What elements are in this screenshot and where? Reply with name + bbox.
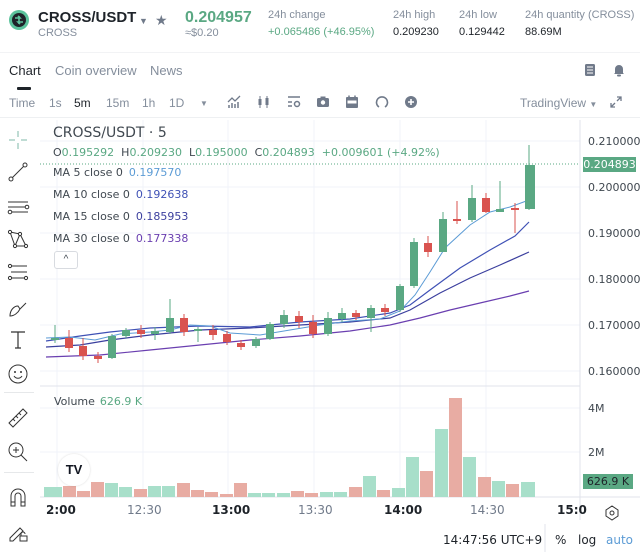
base-asset: CROSS (38, 27, 78, 39)
tradingview-logo[interactable]: TV (58, 454, 90, 486)
settings-sliders-icon[interactable] (286, 94, 302, 110)
ohlc-values: O0.195292 H0.209230 L0.195000 C0.204893 … (53, 146, 440, 159)
stat-24h-high: 24h high 0.209230 (393, 9, 439, 38)
interval-1d[interactable]: 1D (169, 96, 185, 110)
tab-coin-overview[interactable]: Coin overview (55, 63, 137, 78)
fib-retracement-icon[interactable] (6, 260, 30, 284)
tab-chart[interactable]: Chart (9, 63, 41, 78)
last-price: 0.204957 (185, 9, 252, 26)
ma5-line (45, 199, 530, 341)
time-axis-label: 13:00 (212, 503, 251, 517)
tab-news[interactable]: News (150, 63, 183, 78)
price-axis-label: 0.190000 (588, 227, 640, 240)
trend-line-icon[interactable] (6, 160, 30, 184)
toolbar-divider (4, 472, 34, 473)
fullscreen-expand-icon[interactable] (608, 94, 624, 110)
interval-15m[interactable]: 15m (106, 96, 130, 110)
more-intervals-dropdown-icon[interactable]: ▼ (200, 99, 208, 108)
volume-bars (44, 398, 535, 497)
pattern-xabcd-icon[interactable] (6, 228, 30, 252)
ma15-line (45, 251, 530, 348)
price-axis-label: 0.170000 (588, 319, 640, 332)
time-axis-label: 14:00 (384, 503, 423, 517)
text-tool-icon[interactable] (6, 328, 30, 352)
pair-dropdown-icon[interactable]: ▼ (139, 16, 148, 26)
price-axis-label: 0.210000 (588, 135, 640, 148)
calendar-icon[interactable] (344, 94, 360, 110)
interval-5m[interactable]: 5m (74, 96, 91, 110)
interval-1s[interactable]: 1s (49, 96, 62, 110)
price-axis-label: 0.180000 (588, 273, 640, 286)
volume-legend: Volume 626.9 K (54, 395, 143, 408)
provider-dropdown-icon: ▼ (589, 100, 598, 109)
order-book-icon[interactable] (584, 63, 596, 80)
refresh-icon[interactable] (374, 94, 390, 110)
brush-icon[interactable] (6, 296, 30, 320)
magnet-icon[interactable] (6, 486, 30, 510)
toolbar-divider (4, 392, 34, 393)
time-axis-label: 2:00 (46, 503, 76, 517)
ma30-line (45, 290, 530, 358)
volume-axis-label: 2M (588, 446, 605, 459)
active-tab-indicator (17, 87, 31, 90)
candlesticks (51, 145, 535, 363)
crosshair-icon[interactable] (6, 128, 30, 152)
favorite-star-icon[interactable]: ★ (155, 12, 168, 28)
volume-axis-label: 4M (588, 402, 605, 415)
chart-toolbar: Time 1s 5m 15m 1h 1D ▼ TradingView ▼ (0, 88, 640, 118)
collapse-legend-button[interactable]: ^ (54, 251, 78, 269)
time-label: Time (9, 96, 36, 110)
volume-last-tag: 626.9 K (583, 474, 633, 489)
view-tabs: Chart Coin overview News (0, 52, 640, 90)
candle-type-icon[interactable] (256, 94, 272, 110)
indicators-icon[interactable] (226, 94, 242, 110)
parallel-channel-icon[interactable] (6, 196, 30, 220)
time-axis-label: 13:30 (298, 503, 333, 517)
emoji-icon[interactable] (6, 362, 30, 386)
chart-symbol-title: CROSS/USDT · 5 (53, 125, 167, 141)
ma15-legend[interactable]: MA 15 close 0 0.185953 (53, 210, 189, 223)
price-axis-label: 0.160000 (588, 365, 640, 378)
ticker-header: CROSS/USDT CROSS ▼ ★ 0.204957 ≈$0.20 24h… (0, 0, 640, 50)
chart-grid (40, 120, 580, 497)
chart-provider-select[interactable]: TradingView ▼ (520, 96, 598, 110)
time-axis-label: 12:30 (127, 503, 162, 517)
price-chart[interactable] (40, 120, 640, 556)
lock-drawings-icon[interactable] (6, 520, 30, 544)
log-scale-toggle[interactable]: log (578, 533, 597, 547)
ma5-legend[interactable]: MA 5 close 0 0.197570 (53, 166, 182, 179)
stat-24h-quantity: 24h quantity (CROSS) 88.69M (525, 9, 635, 38)
stat-24h-low: 24h low 0.129442 (459, 9, 505, 38)
cross-coin-logo (9, 10, 29, 30)
chart-settings-icon[interactable] (605, 505, 619, 521)
ma10-legend[interactable]: MA 10 close 0 0.192638 (53, 188, 189, 201)
time-axis-label: 14:30 (470, 503, 505, 517)
pair-name[interactable]: CROSS/USDT (38, 9, 137, 26)
time-axis-label: 15:0 (557, 503, 587, 517)
screenshot-camera-icon[interactable] (315, 94, 331, 110)
ma30-legend[interactable]: MA 30 close 0 0.177338 (53, 232, 189, 245)
percent-scale-toggle[interactable]: % (555, 533, 567, 547)
last-price-tag: 0.204893 (583, 157, 636, 172)
auto-scale-toggle[interactable]: auto (606, 533, 634, 547)
interval-1h[interactable]: 1h (142, 96, 156, 110)
alert-bell-icon[interactable] (612, 63, 626, 80)
last-price-usd: ≈$0.20 (185, 27, 219, 39)
drawing-toolbar (0, 120, 36, 556)
price-axis-label: 0.200000 (588, 181, 640, 194)
zoom-in-icon[interactable] (6, 440, 30, 464)
ruler-measure-icon[interactable] (6, 406, 30, 430)
stat-24h-change: 24h change +0.065486 (+46.95%) (268, 9, 375, 38)
utc-clock[interactable]: 14:47:56 UTC+9 (443, 533, 543, 547)
add-indicator-icon[interactable] (403, 94, 419, 110)
